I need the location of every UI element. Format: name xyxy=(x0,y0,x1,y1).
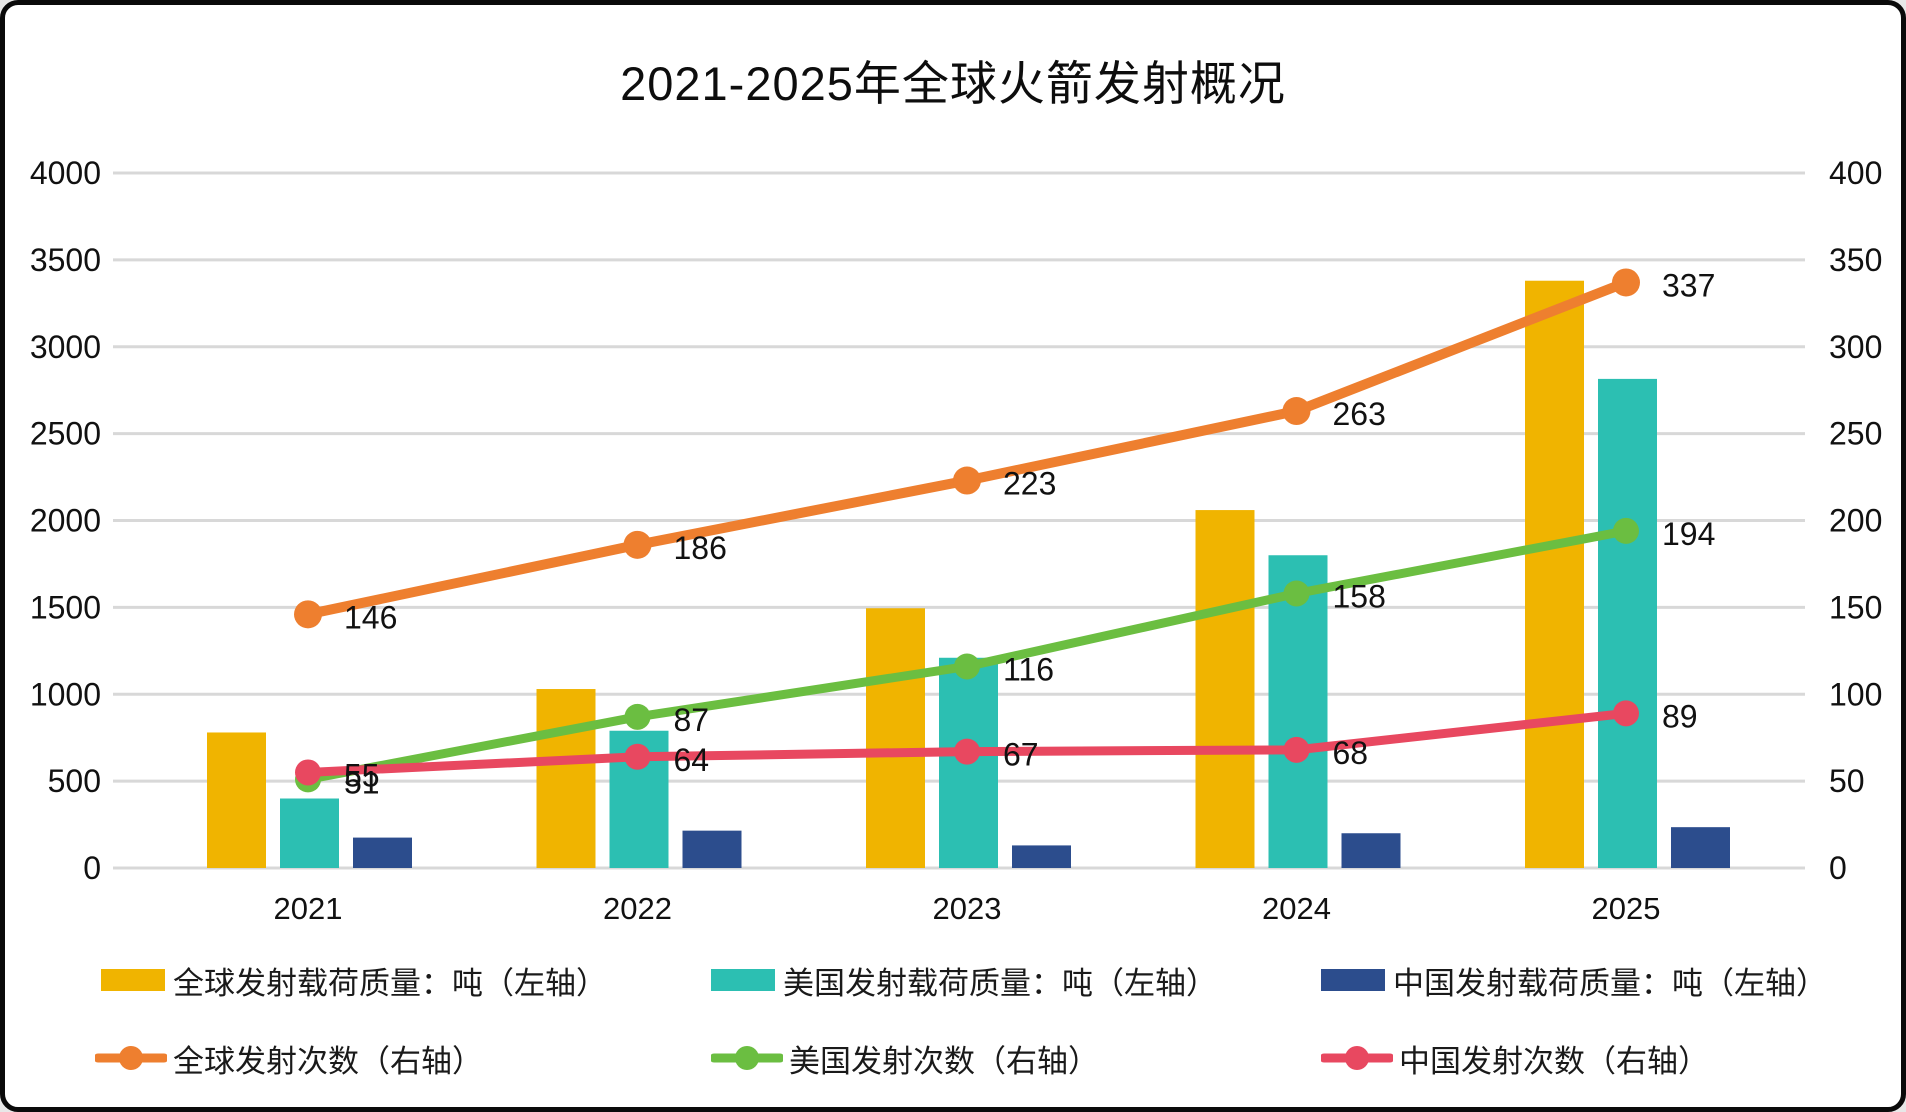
data-label-series2-2023: 67 xyxy=(1003,737,1039,773)
point-series0-2023 xyxy=(953,466,981,495)
point-series0-2024 xyxy=(1282,397,1311,426)
bar-series2-2025 xyxy=(1671,827,1730,868)
legend-item-china-payload: 中国发射载荷质量：吨（左轴） xyxy=(1321,963,1827,1001)
data-label-series1-2023: 116 xyxy=(1003,651,1054,687)
point-series2-2024 xyxy=(1283,736,1310,763)
right-axis-tick: 250 xyxy=(1829,416,1882,452)
point-series0-2022 xyxy=(623,530,652,559)
legend-label-us-launches: 美国发射次数（右轴） xyxy=(789,1043,1099,1079)
legend-swatch-us-payload xyxy=(711,969,775,991)
bar-series0-2024 xyxy=(1195,510,1255,868)
point-series2-2023 xyxy=(954,738,980,765)
left-axis-tick: 3000 xyxy=(30,329,101,365)
x-axis-label-2023: 2023 xyxy=(933,891,1002,926)
legend-swatch-china-launches xyxy=(1319,1044,1395,1072)
data-label-series0-2024: 263 xyxy=(1333,396,1386,432)
bar-series0-2023 xyxy=(866,608,925,868)
right-axis-tick: 100 xyxy=(1829,676,1882,712)
left-axis-tick: 1000 xyxy=(30,676,101,712)
legend-label-us-payload: 美国发射载荷质量：吨（左轴） xyxy=(783,965,1217,1001)
point-series2-2021 xyxy=(295,759,321,786)
left-axis-tick: 3500 xyxy=(30,242,101,278)
bar-series1-2024 xyxy=(1268,555,1328,868)
legend-item-global-launches: 全球发射次数（右轴） xyxy=(93,1041,483,1079)
right-axis-tick: 400 xyxy=(1829,155,1882,191)
data-label-series1-2024: 158 xyxy=(1333,578,1386,614)
bar-series2-2022 xyxy=(682,830,742,868)
point-series2-2025 xyxy=(1613,700,1639,727)
bar-series2-2023 xyxy=(1012,845,1071,868)
x-axis-label-2022: 2022 xyxy=(603,891,672,926)
legend-item-us-payload: 美国发射载荷质量：吨（左轴） xyxy=(711,963,1217,1001)
point-series1-2023 xyxy=(954,653,980,680)
left-axis-tick: 4000 xyxy=(30,155,101,191)
bar-series0-2025 xyxy=(1525,280,1584,869)
data-label-series1-2022: 87 xyxy=(674,702,710,738)
chart-title: 2021-2025年全球火箭发射概况 xyxy=(620,57,1286,110)
bar-series2-2021 xyxy=(353,837,412,868)
data-label-series2-2024: 68 xyxy=(1333,735,1369,771)
legend-swatch-us-launches xyxy=(709,1044,785,1072)
combo-chart-plot-area: 0 500 1000 1500 2000 2500 3000 3500 4000 0 50 100 15… xyxy=(30,155,1883,926)
bar-series2-2024 xyxy=(1341,833,1401,868)
data-label-series1-2025: 194 xyxy=(1662,516,1715,552)
right-axis-tick: 150 xyxy=(1829,589,1882,625)
data-label-series0-2025: 337 xyxy=(1662,267,1715,303)
right-axis-tick: 350 xyxy=(1829,242,1882,278)
data-label-series1-2021: 51 xyxy=(344,764,380,800)
legend-item-china-launches: 中国发射次数（右轴） xyxy=(1319,1041,1709,1079)
data-label-series2-2022: 64 xyxy=(674,742,710,778)
legend-swatch-global-launches xyxy=(93,1044,169,1072)
data-label-series2-2021: 55 xyxy=(344,757,380,793)
point-series0-2025 xyxy=(1612,268,1640,297)
bar-series1-2025 xyxy=(1598,378,1657,868)
legend-label-global-launches: 全球发射次数（右轴） xyxy=(173,1043,483,1079)
x-axis-label-2024: 2024 xyxy=(1262,891,1331,926)
legend-swatch-china-payload xyxy=(1321,969,1385,991)
left-axis-tick: 500 xyxy=(48,763,101,799)
left-axis-tick: 0 xyxy=(83,850,101,886)
data-label-series2-2025: 89 xyxy=(1662,698,1698,734)
right-axis-tick: 0 xyxy=(1829,850,1847,886)
point-series2-2022 xyxy=(624,743,651,770)
data-label-series0-2023: 223 xyxy=(1003,466,1056,502)
legend-item-global-payload: 全球发射载荷质量：吨（左轴） xyxy=(101,963,607,1001)
legend-label-china-launches: 中国发射次数（右轴） xyxy=(1399,1043,1709,1079)
data-label-series0-2022: 186 xyxy=(674,530,727,566)
legend-item-us-launches: 美国发射次数（右轴） xyxy=(709,1041,1099,1079)
left-axis-tick: 2000 xyxy=(30,503,101,539)
point-series0-2021 xyxy=(294,600,322,629)
point-series1-2025 xyxy=(1613,517,1639,544)
legend-swatch-global-payload xyxy=(101,969,165,991)
bar-series0-2022 xyxy=(536,689,596,868)
legend-label-china-payload: 中国发射载荷质量：吨（左轴） xyxy=(1393,965,1827,1001)
x-axis-label-2021: 2021 xyxy=(274,891,343,926)
x-axis-label-2025: 2025 xyxy=(1592,891,1661,926)
right-axis-tick: 300 xyxy=(1829,329,1882,365)
right-axis-tick: 200 xyxy=(1829,503,1882,539)
left-axis-tick: 2500 xyxy=(30,416,101,452)
bar-series0-2021 xyxy=(207,732,266,868)
left-axis-tick: 1500 xyxy=(30,589,101,625)
data-label-series0-2021: 146 xyxy=(344,599,397,635)
bar-series1-2021 xyxy=(280,798,339,868)
legend-label-global-payload: 全球发射载荷质量：吨（左轴） xyxy=(173,965,607,1001)
right-axis-tick: 50 xyxy=(1829,763,1865,799)
point-series1-2024 xyxy=(1283,580,1310,607)
point-series1-2022 xyxy=(624,703,651,730)
